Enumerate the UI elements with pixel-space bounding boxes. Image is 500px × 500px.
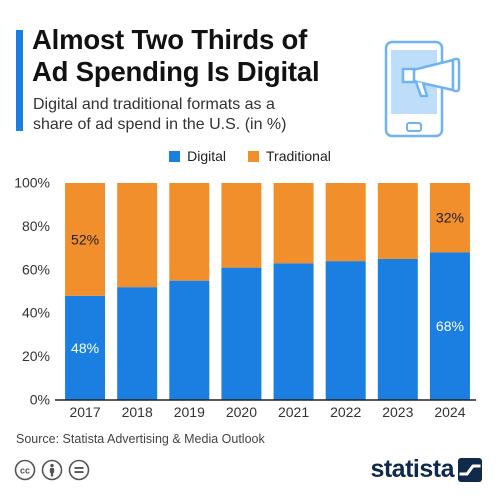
bar-traditional-2021 bbox=[273, 183, 314, 264]
svg-text:cc: cc bbox=[20, 466, 30, 476]
legend-label-digital: Digital bbox=[187, 148, 227, 164]
legend-swatch-traditional bbox=[248, 150, 260, 162]
title-accent-bar bbox=[16, 30, 23, 131]
data-label-digital-2017: 48% bbox=[71, 340, 99, 356]
statista-wordmark: statista bbox=[370, 455, 454, 483]
chart-title-line-1: Almost Two Thirds of bbox=[32, 24, 308, 55]
y-tick-label: 100% bbox=[14, 175, 50, 191]
x-tick-label: 2023 bbox=[382, 404, 413, 420]
cc-icon[interactable]: cc bbox=[14, 459, 36, 481]
data-label-traditional-2017: 52% bbox=[71, 231, 99, 247]
y-tick-label: 80% bbox=[22, 218, 50, 234]
chart-legend: Digital Traditional bbox=[0, 148, 500, 164]
legend-swatch-digital bbox=[169, 150, 181, 162]
bar-traditional-2022 bbox=[325, 183, 366, 262]
statista-logo: statista bbox=[370, 455, 482, 484]
bar-digital-2019 bbox=[169, 280, 210, 400]
x-tick-label: 2024 bbox=[434, 404, 465, 420]
legend-item-digital: Digital bbox=[169, 148, 226, 164]
x-tick-label: 2020 bbox=[226, 404, 257, 420]
bar-traditional-2023 bbox=[377, 183, 418, 259]
chart-title: Almost Two Thirds of Ad Spending Is Digi… bbox=[32, 24, 320, 88]
x-tick-label: 2019 bbox=[174, 404, 205, 420]
y-tick-label: 40% bbox=[22, 305, 50, 321]
chart-subtitle-line-1: Digital and traditional formats as a bbox=[33, 96, 275, 113]
bar-traditional-2024 bbox=[429, 183, 470, 253]
chart-title-line-2: Ad Spending Is Digital bbox=[32, 56, 320, 87]
x-tick-label: 2018 bbox=[122, 404, 153, 420]
no-derivatives-icon[interactable] bbox=[68, 459, 90, 481]
chart-subtitle: Digital and traditional formats as a sha… bbox=[33, 95, 286, 135]
chart-subtitle-line-2: share of ad spend in the U.S. (in %) bbox=[33, 116, 287, 133]
bar-digital-2020 bbox=[221, 267, 262, 400]
bar-traditional-2019 bbox=[169, 183, 210, 281]
x-tick-label: 2021 bbox=[278, 404, 309, 420]
y-tick-label: 60% bbox=[22, 261, 50, 277]
bar-traditional-2017 bbox=[65, 183, 106, 296]
y-tick-label: 20% bbox=[22, 348, 50, 364]
bar-traditional-2018 bbox=[117, 183, 158, 288]
attribution-icon[interactable] bbox=[41, 459, 63, 481]
data-label-digital-2024: 68% bbox=[436, 318, 464, 334]
bar-digital-2024 bbox=[429, 252, 470, 400]
bar-digital-2021 bbox=[273, 263, 314, 400]
license-icons: cc bbox=[14, 459, 90, 481]
legend-item-traditional: Traditional bbox=[248, 148, 331, 164]
legend-label-traditional: Traditional bbox=[266, 148, 331, 164]
y-tick-label: 0% bbox=[30, 392, 50, 408]
megaphone-on-phone-icon bbox=[384, 40, 461, 138]
bar-digital-2017 bbox=[65, 295, 106, 400]
x-tick-label: 2017 bbox=[69, 404, 100, 420]
bar-traditional-2020 bbox=[221, 183, 262, 268]
bar-digital-2023 bbox=[377, 258, 418, 400]
statista-logo-icon bbox=[458, 457, 482, 482]
bar-digital-2018 bbox=[117, 287, 158, 400]
data-label-traditional-2024: 32% bbox=[436, 210, 464, 226]
bar-digital-2022 bbox=[325, 261, 366, 400]
x-tick-label: 2022 bbox=[330, 404, 361, 420]
source-note: Source: Statista Advertising & Media Out… bbox=[16, 432, 265, 446]
